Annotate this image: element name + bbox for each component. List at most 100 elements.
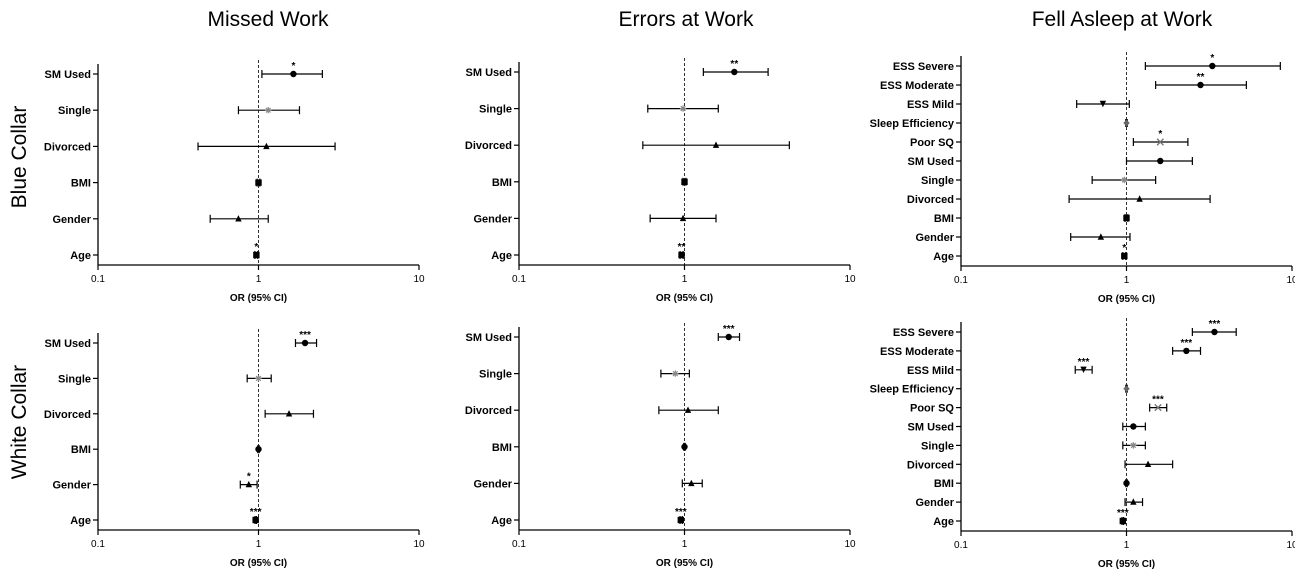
y-tick-label-bmi: BMI <box>71 444 91 456</box>
y-tick-label-age: Age <box>491 250 512 262</box>
or-marker-gender <box>679 214 687 222</box>
y-tick-label-sm-used: SM Used <box>45 69 91 81</box>
x-axis-label: OR (95% CI) <box>1098 559 1155 570</box>
x-tick-label: 10 <box>844 274 856 285</box>
y-tick-label-single: Single <box>58 105 91 117</box>
or-marker-age <box>253 251 260 259</box>
y-tick-label-bmi: BMI <box>71 178 91 190</box>
or-marker-single <box>672 370 679 377</box>
or-marker-sleep-efficiency <box>1123 119 1130 127</box>
x-tick-label: 10 <box>844 539 856 550</box>
or-marker-poor-sq <box>1154 403 1162 412</box>
column-title-missed-work: Missed Work <box>207 8 329 31</box>
y-tick-label-bmi: BMI <box>934 478 954 490</box>
y-tick-label-bmi: BMI <box>492 177 512 189</box>
y-tick-label-ess-mild: ESS Mild <box>907 99 954 111</box>
y-tick-label-poor-sq: Poor SQ <box>910 403 954 415</box>
or-marker-bmi <box>1123 480 1130 487</box>
y-tick-label-poor-sq: Poor SQ <box>910 137 954 149</box>
or-marker-ess-severe <box>1209 62 1216 70</box>
panel-white-collar-errors-at-work: 0.1 1 10 OR (95% CI) SM Used *** Single Divorce… <box>465 323 856 569</box>
or-marker-age <box>1121 252 1128 260</box>
significance-label: *** <box>1078 357 1090 368</box>
y-tick-label-bmi: BMI <box>492 442 512 454</box>
y-tick-label-ess-mild: ESS Mild <box>907 365 954 377</box>
y-tick-label-divorced: Divorced <box>44 409 91 421</box>
y-tick-label-age: Age <box>491 515 512 527</box>
significance-label: ** <box>730 59 738 70</box>
y-tick-label-divorced: Divorced <box>465 405 512 417</box>
y-tick-label-ess-moderate: ESS Moderate <box>880 346 954 358</box>
x-axis-label: OR (95% CI) <box>230 293 287 304</box>
significance-label: *** <box>1209 319 1221 330</box>
x-tick-label: 1 <box>1124 540 1130 551</box>
y-tick-label-sm-used: SM Used <box>466 332 512 344</box>
or-marker-single <box>1130 442 1137 449</box>
x-tick-label: 10 <box>413 274 425 285</box>
y-tick-label-age: Age <box>933 516 954 528</box>
y-tick-label-sm-used: SM Used <box>908 422 954 434</box>
or-marker-gender <box>245 480 252 488</box>
x-tick-label: 10 <box>1286 275 1295 286</box>
x-tick-label: 1 <box>256 274 262 285</box>
significance-label: ** <box>678 242 686 253</box>
or-marker-bmi <box>681 178 688 185</box>
x-tick-label: 10 <box>413 539 425 550</box>
y-tick-label-single: Single <box>479 369 512 381</box>
or-marker-ess-mild <box>1099 100 1107 108</box>
y-tick-label-gender: Gender <box>915 497 954 509</box>
significance-label: *** <box>675 507 687 518</box>
y-tick-label-sm-used: SM Used <box>45 338 91 350</box>
or-marker-ess-severe <box>1211 328 1218 336</box>
y-tick-label-bmi: BMI <box>934 213 954 225</box>
or-marker-divorced <box>1144 460 1152 467</box>
or-marker-single <box>255 375 262 382</box>
column-title-errors-at-work: Errors at Work <box>618 8 754 31</box>
x-tick-label: 0.1 <box>91 539 105 550</box>
x-tick-label: 10 <box>1286 540 1295 551</box>
or-marker-gender <box>688 479 695 487</box>
or-marker-bmi <box>1123 214 1130 222</box>
or-marker-gender <box>1097 233 1105 240</box>
or-marker-poor-sq <box>1156 138 1164 146</box>
or-marker-divorced <box>684 406 692 413</box>
or-marker-single <box>679 105 687 112</box>
y-tick-label-age: Age <box>933 251 954 263</box>
significance-label: * <box>291 61 295 72</box>
y-tick-label-divorced: Divorced <box>44 141 91 153</box>
or-marker-sm-used <box>731 68 738 76</box>
x-tick-label: 1 <box>682 539 688 550</box>
or-marker-divorced <box>285 410 293 417</box>
or-marker-single <box>265 107 272 114</box>
significance-label: * <box>1158 129 1162 140</box>
significance-label: * <box>1210 53 1214 64</box>
panel-blue-collar-fell-asleep-at-work: 0.1 1 10 OR (95% CI) ESS Severe * ESS Moderate… <box>870 52 1295 305</box>
or-marker-sm-used <box>725 333 732 341</box>
y-tick-label-age: Age <box>70 250 91 262</box>
significance-label: *** <box>1117 508 1129 519</box>
panel-white-collar-fell-asleep-at-work: 0.1 1 10 OR (95% CI) ESS Severe *** ESS Modera… <box>870 318 1295 570</box>
y-tick-label-ess-severe: ESS Severe <box>893 61 954 73</box>
or-marker-gender <box>1130 498 1137 505</box>
x-tick-label: 0.1 <box>91 274 105 285</box>
x-tick-label: 1 <box>682 274 688 285</box>
y-tick-label-gender: Gender <box>473 478 512 490</box>
or-marker-sm-used <box>301 339 309 347</box>
y-tick-label-single: Single <box>479 104 512 116</box>
y-tick-label-sleep-efficiency: Sleep Efficiency <box>870 384 955 396</box>
or-marker-divorced <box>1136 195 1143 202</box>
x-axis-label: OR (95% CI) <box>230 558 287 569</box>
y-tick-label-single: Single <box>921 175 954 187</box>
panel-blue-collar-errors-at-work: 0.1 1 10 OR (95% CI) SM Used ** Single Divorced… <box>465 58 856 304</box>
y-tick-label-ess-moderate: ESS Moderate <box>880 80 954 92</box>
x-axis-label: OR (95% CI) <box>656 293 713 304</box>
or-marker-sleep-efficiency <box>1123 385 1130 392</box>
y-tick-label-divorced: Divorced <box>465 140 512 152</box>
or-marker-sm-used <box>1130 423 1137 430</box>
x-axis-label: OR (95% CI) <box>1098 294 1155 305</box>
or-marker-age <box>252 516 259 524</box>
significance-label: *** <box>299 330 311 341</box>
x-tick-label: 1 <box>1124 275 1130 286</box>
y-tick-label-sm-used: SM Used <box>466 67 512 79</box>
y-tick-label-single: Single <box>921 440 954 452</box>
